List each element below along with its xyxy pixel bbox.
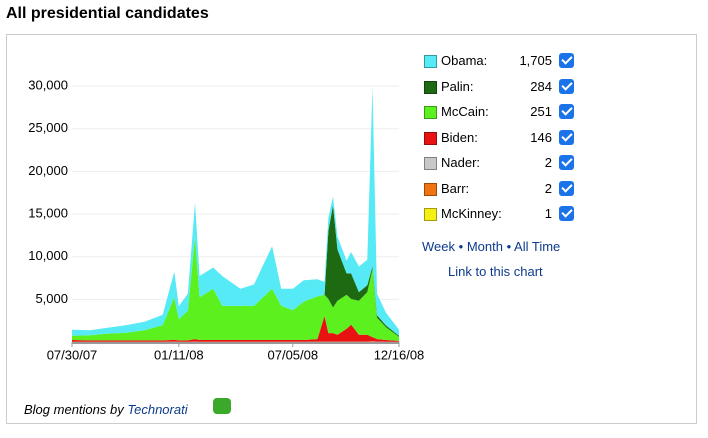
range-links: Week • Month • All Time — [422, 239, 560, 254]
legend-swatch — [424, 208, 437, 221]
source-logo[interactable] — [213, 398, 231, 414]
legend-label: McCain: — [441, 104, 489, 119]
y-tick-label: 30,000 — [28, 78, 68, 93]
legend-label: Nader: — [441, 155, 481, 170]
footer: Blog mentions by Technorati — [24, 402, 188, 417]
legend-checkbox[interactable] — [559, 104, 574, 119]
y-tick-label: 25,000 — [28, 120, 68, 135]
week-link[interactable]: Week — [422, 239, 455, 254]
source-link[interactable]: Technorati — [127, 402, 188, 417]
y-tick-label: 5,000 — [35, 291, 68, 306]
y-tick-label: 20,000 — [28, 163, 68, 178]
legend-label: Biden: — [441, 129, 478, 145]
legend-checkbox[interactable] — [559, 206, 574, 221]
legend-checkbox[interactable] — [559, 129, 574, 145]
legend-swatch — [424, 182, 437, 196]
legend-entry: Nader: 2 — [424, 154, 584, 174]
legend-entry: Barr: 2 — [424, 180, 584, 200]
legend-value: 2 — [544, 155, 552, 170]
legend-checkbox[interactable] — [559, 180, 574, 196]
month-link[interactable]: Month — [466, 239, 503, 254]
x-tick-label: 01/11/08 — [154, 347, 204, 362]
legend-entry: Biden: 146 — [424, 129, 584, 149]
legend-value: 284 — [530, 78, 552, 94]
area — [72, 87, 399, 336]
legend-checkbox[interactable] — [559, 53, 574, 68]
legend-swatch — [424, 80, 437, 94]
legend-swatch — [424, 106, 437, 119]
legend-entry: McKinney: 1 — [424, 205, 584, 225]
y-tick-label: 10,000 — [28, 248, 68, 263]
legend-value: 146 — [530, 129, 552, 145]
legend-label: Palin: — [441, 78, 474, 94]
x-tick-label: 07/05/08 — [268, 347, 319, 362]
all-time-link[interactable]: All Time — [514, 239, 561, 254]
legend-label: McKinney: — [441, 206, 502, 221]
legend-entry: Obama: 1,705 — [424, 52, 584, 72]
chart-link[interactable]: Link to this chart — [448, 264, 543, 279]
area — [72, 341, 399, 342]
legend-value: 1,705 — [519, 53, 552, 68]
legend-label: Barr: — [441, 180, 470, 196]
legend-entry: Palin: 284 — [424, 78, 584, 98]
legend-swatch — [424, 55, 437, 68]
x-tick-label: 07/30/07 — [47, 347, 98, 362]
legend-swatch — [424, 157, 437, 170]
area — [72, 316, 399, 342]
title: All presidential candidates — [6, 5, 209, 22]
legend-checkbox[interactable] — [559, 78, 574, 94]
y-tick-label: 15,000 — [28, 205, 68, 220]
legend-checkbox[interactable] — [559, 155, 574, 170]
area — [72, 205, 399, 337]
footer-prefix: Blog mentions by — [24, 402, 124, 417]
legend-value: 251 — [530, 104, 552, 119]
separator: • — [506, 239, 512, 254]
legend-swatch — [424, 131, 437, 145]
legend-value: 2 — [544, 180, 552, 196]
legend-value: 1 — [544, 206, 552, 221]
area — [72, 236, 399, 341]
chart-frame — [6, 34, 697, 424]
legend-entry: McCain: 251 — [424, 103, 584, 123]
legend-label: Obama: — [441, 53, 488, 68]
separator: • — [458, 239, 464, 254]
x-tick-label: 12/16/08 — [374, 347, 425, 362]
